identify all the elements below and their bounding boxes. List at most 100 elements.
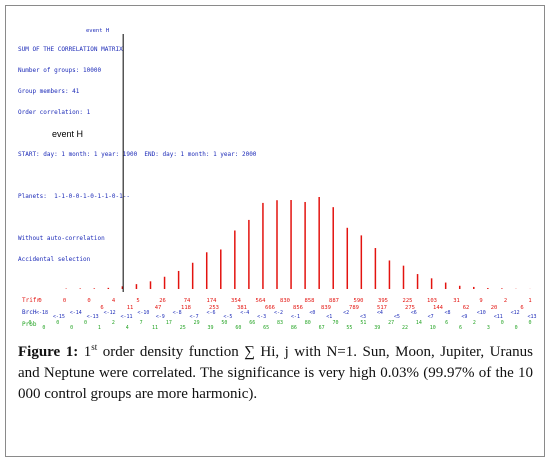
brch-value: <-18 [36,310,48,316]
caption-text: order density function ∑ Hi, j with N=1.… [18,344,533,402]
brch-value: <-10 [137,310,149,316]
trifr-value: 26 [159,298,166,304]
trifr-value: 4 [112,298,116,304]
brch-value: <-4 [240,310,249,316]
header-line: Planets: 1-1-0-0-1-0-1-1-0-1-- [18,193,130,200]
brch-value: <-12 [104,310,116,316]
density-bar [416,274,419,289]
prob-value: 14 [416,320,422,326]
prob-value: 29 [194,320,200,326]
density-bar [93,288,96,289]
trifr-value: 0 [87,298,90,304]
density-bar [205,252,208,289]
trifr-value: 174 [207,298,218,304]
density-bar [318,197,320,289]
trifr-value: 395 [378,298,388,304]
prob-value: 2 [112,320,115,326]
density-bar [290,200,292,289]
density-bar [487,288,489,289]
brch-value: <-11 [120,314,132,320]
software-header: SUM OF THE CORRELATION MATRIX Number of … [18,32,256,270]
prob-value: 6 [459,325,462,331]
trifr-value-lower: 789 [349,305,359,311]
trifr-value: 564 [256,298,267,304]
brch-value: <1 [326,314,332,320]
trifr-value: 354 [231,298,242,304]
density-bar [149,281,152,289]
prob-value: 0 [56,320,59,326]
density-bar [501,288,503,289]
density-bar [473,286,475,289]
density-bar [79,288,81,289]
trifr-value: 0 [38,298,41,304]
header-line: SUM OF THE CORRELATION MATRIX [18,46,123,53]
figure-label: Figure 1: [18,344,79,360]
prob-value: 66 [249,320,255,326]
prob-value: 0 [515,325,518,331]
trifr-value-lower: 856 [293,305,303,311]
prob-value: 60 [235,325,241,331]
brch-value: <0 [309,310,315,316]
density-bar [177,270,180,289]
trifr-value: 31 [453,298,460,304]
prob-value: 67 [319,325,325,331]
brch-value: <13 [527,314,536,320]
trifr-value-lower: 144 [433,305,444,311]
prob-value: 0 [528,320,531,326]
density-bar [332,207,334,289]
prob-value: 65 [263,325,269,331]
prob-value: 0 [84,320,87,326]
trifr-value-lower: 47 [155,305,162,311]
brch-value: <4 [377,310,383,316]
density-bar [388,260,391,289]
brch-value: <-1 [291,314,300,320]
trifr-value-lower: 275 [405,305,415,311]
trifr-value: 0 [63,298,66,304]
prob-value: 80 [305,320,311,326]
trifr-value-lower: 6 [520,305,523,311]
brch-value: <-6 [206,310,215,316]
prob-value: 2 [473,320,476,326]
trifr-value-lower: 118 [181,305,191,311]
prob-value: 39 [374,325,380,331]
density-bar [304,201,306,289]
trifr-value: 830 [280,298,290,304]
header-line: Accidental selection [18,256,91,263]
prob-value: 39 [208,325,214,331]
brch-value: <-3 [257,314,266,320]
prob-value: 51 [360,320,366,326]
density-bar [234,230,236,289]
prob-value: 86 [291,325,297,331]
row-label-brch: BrcH [22,309,37,316]
prob-value: 4 [126,325,129,331]
prob-value: 1 [98,325,101,331]
brch-value: <6 [411,310,417,316]
prob-value: 10 [430,325,436,331]
brch-value: <12 [511,310,520,316]
density-bar [346,227,349,289]
brch-value: <5 [394,314,400,320]
trifr-value: 5 [136,298,139,304]
prob-value: 11 [152,325,158,331]
brch-value: <10 [477,310,486,316]
prob-value: 3 [487,325,490,331]
trifr-value: 103 [427,298,437,304]
density-bar [163,276,166,289]
trifr-value: 887 [329,298,339,304]
density-bar [458,285,461,289]
brch-value: <11 [494,314,503,320]
brch-value: <-8 [173,310,182,316]
brch-value: <8 [445,310,451,316]
density-bar [374,248,377,289]
order-number: 1 [83,344,92,360]
header-line: Number of groups: 10000 [18,67,102,74]
density-bar [121,286,124,289]
prob-value: 27 [388,320,394,326]
prob-value: 25 [180,325,186,331]
density-bar [430,278,433,289]
brch-value: <2 [343,310,349,316]
figure-frame [5,5,545,457]
density-bar [248,219,250,289]
prob-value: 7 [140,320,143,326]
